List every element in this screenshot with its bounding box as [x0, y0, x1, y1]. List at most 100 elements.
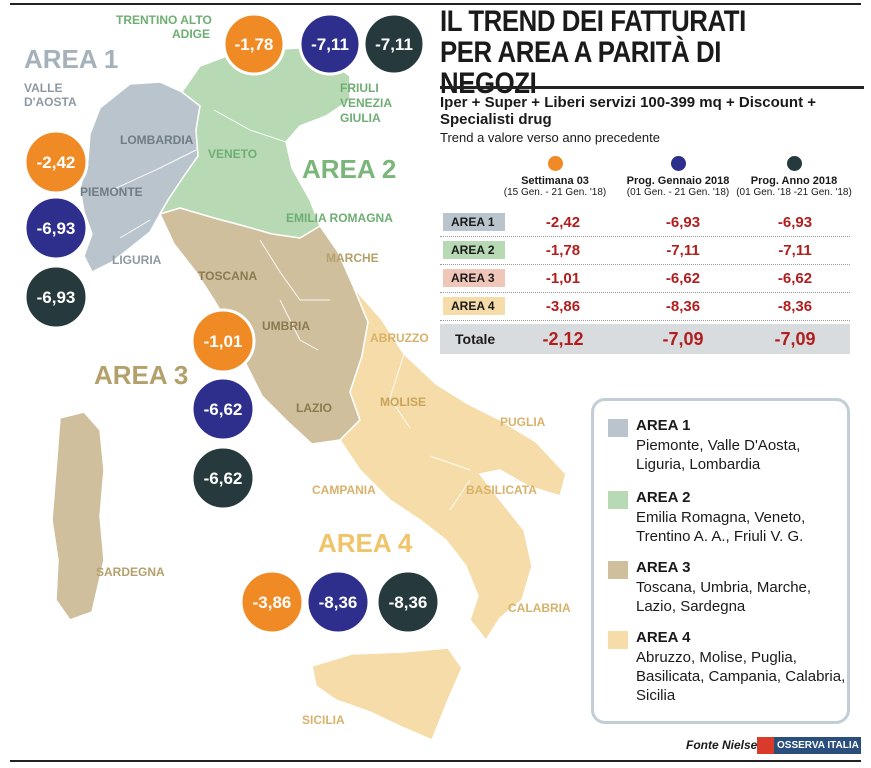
- legend-desc: Abruzzo, Molise, Puglia, Basilicata, Cam…: [636, 649, 846, 704]
- region-veneto: VENETO: [208, 147, 257, 161]
- italy-map: AREA 1 AREA 2 AREA 3 AREA 4 TRENTINO ALT…: [23, 12, 571, 741]
- bubble-a3-anno-value: -6,62: [204, 469, 243, 488]
- cell-value: -1,78: [545, 242, 581, 259]
- bubble-a2-settimana-value: -1,78: [235, 35, 274, 54]
- legend-title: AREA 2: [636, 489, 691, 506]
- cell-value: -7,11: [778, 242, 812, 259]
- table-total-row: Totale -2,12 -7,09 -7,09: [440, 324, 850, 354]
- top-rule: [10, 3, 861, 5]
- gennaio-dot: [670, 156, 686, 171]
- col-anno-period: (01 Gen. '18 -21 Gen. '18): [736, 187, 852, 198]
- cell-value: -2,42: [545, 214, 581, 231]
- area-legend: AREA 1 Piemonte, Valle D'Aosta, Liguria,…: [591, 398, 850, 724]
- subtitle: Iper + Super + Liberi servizi 100-399 mq…: [440, 94, 816, 128]
- cell-value: -7,09: [774, 329, 816, 349]
- region-friuli-2: VENEZIA: [340, 96, 392, 110]
- bubble-a2-gennaio: [298, 12, 362, 76]
- trend-note: Trend a valore verso anno precedente: [440, 130, 660, 145]
- bubble-a4-gennaio: [305, 569, 371, 635]
- bubble-a1-settimana: [23, 129, 89, 195]
- area4-map-label: AREA 4: [318, 528, 413, 558]
- row-label: AREA 1: [443, 213, 505, 231]
- bubble-a1-anno: [23, 264, 89, 330]
- region-toscana: TOSCANA: [198, 269, 257, 283]
- region-trentino-2: ADIGE: [172, 27, 210, 41]
- row-label: AREA 4: [443, 297, 505, 315]
- table-row: AREA 1 -2,42 -6,93 -6,93: [440, 209, 850, 237]
- sardegna-shape: [51, 411, 105, 621]
- row-label: Totale: [455, 331, 496, 347]
- region-campania: CAMPANIA: [312, 483, 376, 497]
- region-sardegna: SARDEGNA: [96, 565, 165, 579]
- cell-value: -8,36: [777, 298, 813, 315]
- bubble-a1-gennaio: [23, 195, 89, 261]
- cell-value: -7,09: [662, 329, 704, 349]
- region-marche: MARCHE: [326, 251, 379, 265]
- region-trentino: TRENTINO ALTO: [116, 13, 212, 27]
- region-molise: MOLISE: [380, 395, 426, 409]
- bottom-rule: [10, 760, 861, 762]
- region-umbria: UMBRIA: [262, 319, 310, 333]
- table-row: AREA 3 -1,01 -6,62 -6,62: [440, 265, 850, 293]
- cell-value: -8,36: [665, 298, 701, 315]
- table-row: AREA 4 -3,86 -8,36 -8,36: [440, 293, 850, 321]
- col-gennaio-period: (01 Gen. - 21 Gen. '18): [626, 187, 730, 198]
- publisher-logo[interactable]: OSSERVA ITALIA: [757, 737, 861, 754]
- cell-value: -2,12: [542, 329, 584, 349]
- area3-map-label: AREA 3: [94, 360, 188, 390]
- region-valle-2: D'AOSTA: [24, 95, 77, 109]
- trend-table: AREA 1 -2,42 -6,93 -6,93 AREA 2 -1,78 -7…: [440, 209, 850, 354]
- legend-title: AREA 3: [636, 559, 691, 576]
- bubble-a4-anno-value: -8,36: [389, 593, 428, 612]
- bubble-a3-settimana: [190, 308, 256, 374]
- page-title: IL TREND DEI FATTURATI PER AREA A PARITÀ…: [440, 6, 801, 99]
- title-line-1: IL TREND DEI FATTURATI: [440, 5, 746, 38]
- bubble-a1-anno-value: -6,93: [37, 288, 76, 307]
- region-abruzzo: ABRUZZO: [370, 331, 429, 345]
- col-settimana-name: Settimana 03: [521, 175, 589, 187]
- bubble-a3-gennaio-value: -6,62: [204, 400, 243, 419]
- region-puglia: PUGLIA: [500, 415, 546, 429]
- bubble-a1-settimana-value: -2,42: [37, 153, 76, 172]
- region-friuli-3: GIULIA: [340, 111, 381, 125]
- logo-text: OSSERVA ITALIA: [777, 740, 859, 751]
- bubble-a4-settimana: [239, 569, 305, 635]
- bubble-a4-settimana-value: -3,86: [253, 593, 292, 612]
- region-sicilia: SICILIA: [302, 713, 345, 727]
- cell-value: -6,62: [777, 270, 813, 287]
- bubble-a2-gennaio-value: -7,11: [311, 35, 349, 54]
- legend-desc: Toscana, Umbria, Marche, Lazio, Sardegna: [636, 579, 812, 615]
- legend-desc: Piemonte, Valle D'Aosta, Liguria, Lombar…: [636, 437, 801, 473]
- legend-swatch: [608, 631, 628, 649]
- region-valle: VALLE: [24, 81, 62, 95]
- settimana-dot: [547, 156, 563, 171]
- bubble-a1-gennaio-value: -6,93: [37, 219, 76, 238]
- legend-title: AREA 1: [636, 417, 691, 434]
- bubble-a4-anno: [375, 569, 441, 635]
- row-label: AREA 3: [443, 269, 505, 287]
- col-head-gennaio: Prog. Gennaio 2018 (01 Gen. - 21 Gen. '1…: [620, 156, 736, 199]
- cell-value: -6,93: [665, 214, 701, 231]
- region-piemonte: PIEMONTE: [80, 185, 143, 199]
- col-anno-name: Prog. Anno 2018: [750, 175, 838, 187]
- cell-value: -6,93: [777, 214, 813, 231]
- cell-value: -6,62: [665, 270, 701, 287]
- cell-value: -1,01: [545, 270, 581, 287]
- title-underline: [440, 86, 864, 89]
- col-head-settimana: Settimana 03 (15 Gen. - 21 Gen. '18): [500, 156, 610, 199]
- legend-swatch: [608, 491, 628, 509]
- legend-swatch: [608, 561, 628, 579]
- region-emilia: EMILIA ROMAGNA: [286, 211, 393, 225]
- region-lazio: LAZIO: [296, 401, 332, 415]
- bubble-a2-settimana: [222, 12, 286, 76]
- cell-value: -3,86: [545, 298, 581, 315]
- bubble-a2-anno-value: -7,11: [375, 35, 413, 54]
- region-lombardia: LOMBARDIA: [120, 133, 194, 147]
- bubble-a2-anno: [362, 12, 426, 76]
- region-basilicata: BASILICATA: [466, 483, 537, 497]
- area1-map-label: AREA 1: [24, 44, 118, 74]
- bubble-a3-gennaio: [190, 376, 256, 442]
- row-label: AREA 2: [443, 241, 505, 259]
- legend-title: AREA 4: [636, 629, 691, 646]
- bubble-a4-gennaio-value: -8,36: [319, 593, 358, 612]
